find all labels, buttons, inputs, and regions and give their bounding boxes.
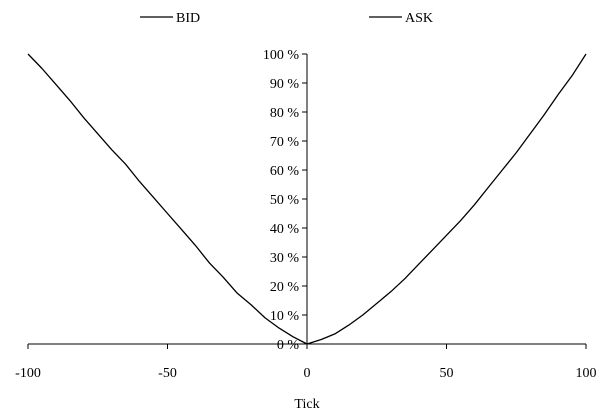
y-tick-label: 100 % — [263, 48, 300, 63]
x-tick-label: 50 — [440, 366, 454, 381]
y-tick-label: 40 % — [270, 222, 300, 237]
x-tick-label: -100 — [15, 366, 41, 381]
x-tick-label: 0 — [304, 366, 311, 381]
y-tick-label: 50 % — [270, 193, 300, 208]
legend: BID ASK — [140, 11, 433, 26]
series-line-ask — [306, 53, 587, 345]
series-layer — [27, 53, 587, 345]
y-tick-label: 20 % — [270, 280, 300, 295]
y-tick-label: 90 % — [270, 77, 300, 92]
y-axis-ticks: 0 % 10 % 20 % 30 % 40 % 50 % 60 % 70 % 80 % 90 % 1… — [263, 48, 307, 353]
legend-label-bid: BID — [176, 11, 200, 26]
y-tick-label: 70 % — [270, 135, 300, 150]
x-axis-ticks: -100 -50 0 50 100 — [15, 344, 597, 381]
series-line-bid — [27, 53, 308, 345]
y-tick-label: 30 % — [270, 251, 300, 266]
x-tick-label: -50 — [158, 366, 177, 381]
y-tick-label: 60 % — [270, 164, 300, 179]
x-tick-label: 100 — [576, 366, 597, 381]
axes: -100 -50 0 50 100 0 % 10 % 20 % 30 % 40 % 50 % 60 … — [15, 48, 596, 381]
y-tick-label: 0 % — [277, 338, 300, 353]
x-axis-title: Tick — [294, 397, 319, 412]
y-tick-label: 80 % — [270, 106, 300, 121]
y-tick-label: 10 % — [270, 309, 300, 324]
legend-label-ask: ASK — [405, 11, 433, 26]
